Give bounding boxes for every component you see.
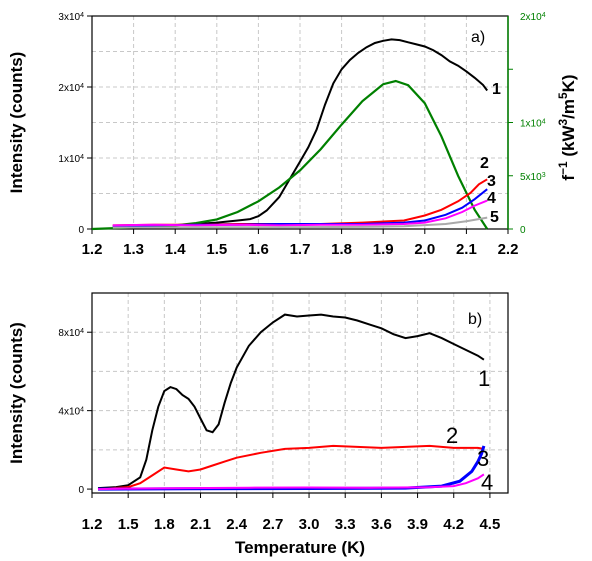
x-tick-label: 1.4 <box>165 241 187 258</box>
series-line <box>112 216 488 229</box>
curve-label: 1 <box>478 366 490 391</box>
series-line <box>112 199 488 227</box>
x-tick-label: 1.3 <box>123 241 144 258</box>
curve-label: 3 <box>477 446 489 471</box>
x-tick-label: 3.9 <box>407 516 428 533</box>
x-tick-label: 2.7 <box>262 516 283 533</box>
y-tick-label: 4x104 <box>58 406 84 418</box>
series-line <box>112 38 489 228</box>
curve-label: 4 <box>487 190 496 207</box>
y2-tick-label-top: 2x104 <box>520 12 546 24</box>
x-tick-label: 1.2 <box>82 516 103 533</box>
series-line <box>97 445 486 491</box>
plot-frame-b <box>91 292 509 494</box>
y-tick-label: 0 <box>78 485 84 496</box>
y-tick-label: 1x104 <box>58 154 84 166</box>
curve-label: 2 <box>480 155 489 172</box>
x-tick-label: 1.5 <box>206 241 227 258</box>
curve-label: 1 <box>492 81 501 98</box>
y-tick-label: 2x104 <box>58 83 84 95</box>
y2-tick-label: 0 <box>520 225 526 236</box>
curve-label: 5 <box>490 209 499 226</box>
y-tick-label: 3x104 <box>58 12 84 24</box>
x-tick-label: 2.1 <box>190 516 211 533</box>
curve-label: 3 <box>487 173 496 190</box>
y2-tick-label: 1x104 <box>520 118 546 130</box>
x-tick-label: 1.8 <box>331 241 352 258</box>
curve-label: 4 <box>481 470 493 495</box>
panel-label-b: b) <box>468 311 482 328</box>
series-line <box>91 79 489 231</box>
x-tick-label: 1.8 <box>154 516 175 533</box>
x-tick-label: 2.1 <box>456 241 477 258</box>
series-line <box>97 444 485 491</box>
x-tick-label: 1.6 <box>248 241 269 258</box>
x-tick-label: 1.5 <box>118 516 139 533</box>
x-tick-label: 3.3 <box>335 516 356 533</box>
series-line <box>97 473 485 491</box>
x-tick-label: 4.5 <box>479 516 500 533</box>
x-tick-label: 2.2 <box>498 241 519 258</box>
series-line <box>97 313 485 490</box>
x-tick-label: 1.2 <box>82 241 103 258</box>
x-tick-label: 3.6 <box>371 516 392 533</box>
y2-axis-title: f−1 (kW3/m5K) <box>556 74 578 180</box>
x-axis-title: Temperature (K) <box>235 538 365 557</box>
x-tick-label: 2.0 <box>414 241 435 258</box>
x-tick-label: 4.2 <box>443 516 464 533</box>
y-axis-title-b: Intensity (counts) <box>7 322 26 464</box>
x-tick-label: 1.9 <box>373 241 394 258</box>
y-tick-label: 0 <box>78 225 84 236</box>
x-tick-label: 3.0 <box>299 516 320 533</box>
y-axis-title-a: Intensity (counts) <box>7 52 26 194</box>
x-tick-label: 1.7 <box>290 241 311 258</box>
panel-label-a: a) <box>471 29 485 46</box>
curve-label: 2 <box>446 423 458 448</box>
y2-tick-label: 5x103 <box>520 171 546 183</box>
y-tick-label: 8x104 <box>58 328 84 340</box>
x-tick-label: 2.4 <box>226 516 248 533</box>
